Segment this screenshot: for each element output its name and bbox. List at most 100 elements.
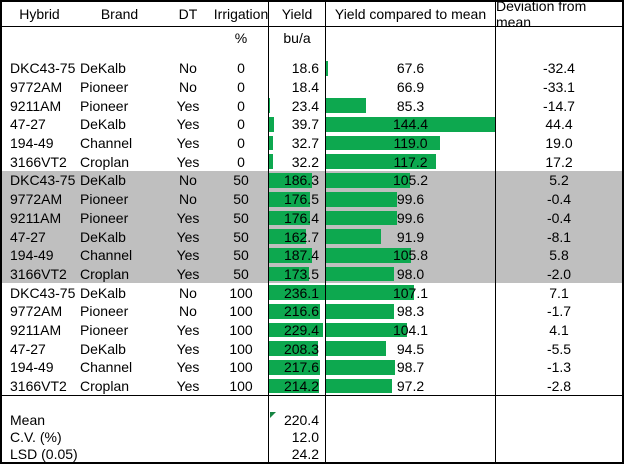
cell-yield[interactable]: 217.6	[268, 358, 326, 377]
cell-irrigation[interactable]: 100	[229, 378, 253, 395]
cell-yield[interactable]: 187.4	[268, 245, 326, 265]
cell-deviation[interactable]: -32.4	[543, 60, 575, 77]
cell-yield[interactable]: 173.5	[268, 264, 326, 284]
cell-yield[interactable]: 23.4	[268, 96, 326, 116]
summary-label-mean[interactable]: Mean	[10, 411, 46, 428]
cell-hybrid[interactable]: 9772AM	[10, 79, 63, 96]
cell-yield[interactable]: 186.3	[268, 171, 326, 190]
cell-brand[interactable]: DeKalb	[80, 116, 126, 133]
cell-irrigation[interactable]: 50	[214, 171, 268, 190]
cell-deviation[interactable]: 5.8	[496, 245, 622, 265]
units-cell-dt[interactable]	[162, 27, 214, 49]
cell-dt[interactable]: Yes	[176, 153, 200, 170]
cell-yield[interactable]: 229.4	[268, 320, 326, 340]
cell-yield-compared[interactable]: 119.0	[326, 133, 496, 153]
cell-hybrid[interactable]: 47-27	[10, 116, 46, 133]
cell-brand[interactable]: DeKalb	[80, 340, 126, 357]
column-header-deviation-from-mean[interactable]: Deviation from mean	[496, 2, 587, 26]
cell-deviation[interactable]: -33.1	[543, 79, 575, 96]
cell-deviation[interactable]: 17.2	[545, 153, 573, 170]
cell-yield[interactable]: 39.7	[268, 115, 326, 134]
cell-hybrid[interactable]: 3166VT2	[10, 153, 67, 170]
column-header-hybrid[interactable]: Hybrid	[19, 6, 60, 22]
summary-label-cv[interactable]: C.V. (%)	[10, 428, 62, 445]
summary-value-lsd[interactable]: 24.2	[268, 445, 326, 462]
summary-value-cv[interactable]: 12.0	[268, 428, 326, 446]
cell-deviation[interactable]: -0.4	[496, 189, 622, 209]
units-cell-yield-bua[interactable]: bu/a	[268, 27, 326, 49]
cell-yield[interactable]: 214.2	[268, 376, 326, 396]
cell-brand[interactable]: DeKalb	[80, 60, 126, 77]
cell-brand[interactable]: DeKalb	[80, 284, 126, 301]
cell-deviation[interactable]: -1.7	[546, 303, 572, 320]
column-header-irrigation[interactable]: Irrigation	[214, 6, 268, 22]
cell-yield-compared[interactable]: 98.0	[326, 264, 496, 284]
cell-hybrid[interactable]: 194-49	[2, 245, 77, 265]
cell-hybrid[interactable]: 47-27	[10, 340, 46, 357]
cell-yield-compared[interactable]: 99.6	[326, 208, 496, 228]
cell-brand[interactable]: Croplan	[77, 264, 162, 284]
cell-dt[interactable]: No	[162, 171, 214, 190]
cell-dt[interactable]: Yes	[176, 97, 200, 114]
cell-brand[interactable]: Channel	[77, 245, 162, 265]
cell-brand[interactable]: DeKalb	[77, 227, 162, 246]
cell-yield[interactable]: 216.6	[268, 301, 326, 321]
cell-dt[interactable]: Yes	[176, 321, 200, 338]
cell-irrigation[interactable]: 50	[214, 264, 268, 284]
cell-brand[interactable]: Pioneer	[80, 97, 129, 114]
units-cell-hybrid[interactable]	[2, 27, 77, 49]
cell-yield[interactable]: 176.5	[268, 189, 326, 209]
cell-yield[interactable]: 162.7	[268, 227, 326, 246]
cell-hybrid[interactable]: 3166VT2	[10, 378, 67, 395]
cell-dt[interactable]: No	[179, 284, 197, 301]
cell-irrigation[interactable]: 0	[237, 60, 245, 77]
cell-yield-compared[interactable]: 104.1	[326, 320, 496, 340]
cell-yield-compared[interactable]: 91.9	[326, 227, 496, 246]
summary-label-lsd[interactable]: LSD (0.05)	[10, 445, 78, 462]
cell-deviation[interactable]: -8.1	[496, 227, 622, 246]
cell-dt[interactable]: Yes	[162, 245, 214, 265]
cell-yield-compared[interactable]: 98.7	[326, 358, 496, 377]
cell-yield[interactable]: 236.1	[268, 283, 326, 302]
cell-irrigation[interactable]: 100	[229, 303, 253, 320]
cell-brand[interactable]: Croplan	[80, 153, 130, 170]
cell-dt[interactable]: Yes	[162, 208, 214, 228]
column-header-brand[interactable]: Brand	[100, 6, 139, 22]
cell-dt[interactable]: Yes	[176, 116, 200, 133]
cell-hybrid[interactable]: 9772AM	[10, 303, 63, 320]
cell-yield-compared[interactable]: 117.2	[326, 152, 496, 172]
cell-hybrid[interactable]: DKC43-75	[2, 171, 77, 190]
cell-brand[interactable]: DeKalb	[77, 171, 162, 190]
cell-hybrid[interactable]: 9772AM	[2, 189, 77, 209]
column-header-yield-compared-to-mean[interactable]: Yield compared to mean	[326, 2, 496, 26]
cell-dt[interactable]: Yes	[162, 264, 214, 284]
cell-dt[interactable]: Yes	[176, 340, 200, 357]
cell-deviation[interactable]: -14.7	[543, 97, 575, 114]
cell-irrigation[interactable]: 0	[237, 116, 245, 133]
cell-yield-compared[interactable]: 105.2	[326, 171, 496, 190]
cell-yield-compared[interactable]: 98.3	[326, 301, 496, 321]
cell-dt[interactable]: Yes	[176, 135, 200, 152]
cell-irrigation[interactable]: 0	[237, 97, 245, 114]
cell-deviation[interactable]: 19.0	[545, 135, 573, 152]
cell-irrigation[interactable]: 50	[214, 208, 268, 228]
cell-deviation[interactable]: -2.8	[546, 378, 572, 395]
cell-irrigation[interactable]: 0	[237, 79, 245, 96]
cell-deviation[interactable]: -5.5	[546, 340, 572, 357]
cell-hybrid[interactable]: 9211AM	[10, 321, 62, 338]
cell-hybrid[interactable]: DKC43-75	[10, 60, 76, 77]
cell-brand[interactable]: Pioneer	[80, 303, 129, 320]
column-header-dt[interactable]: DT	[178, 6, 198, 22]
cell-yield-compared[interactable]: 144.4	[326, 115, 496, 134]
cell-dt[interactable]: No	[179, 303, 197, 320]
cell-yield[interactable]: 18.4	[268, 77, 326, 97]
cell-brand[interactable]: Pioneer	[77, 189, 162, 209]
cell-deviation[interactable]: 4.1	[549, 321, 569, 338]
cell-hybrid[interactable]: 194-49	[10, 359, 54, 376]
cell-brand[interactable]: Channel	[80, 135, 133, 152]
cell-deviation[interactable]: -2.0	[496, 264, 622, 284]
cell-irrigation[interactable]: 0	[237, 135, 245, 152]
column-header-yield[interactable]: Yield	[268, 2, 326, 26]
cell-irrigation[interactable]: 50	[214, 227, 268, 246]
cell-deviation[interactable]: -1.3	[546, 359, 572, 376]
